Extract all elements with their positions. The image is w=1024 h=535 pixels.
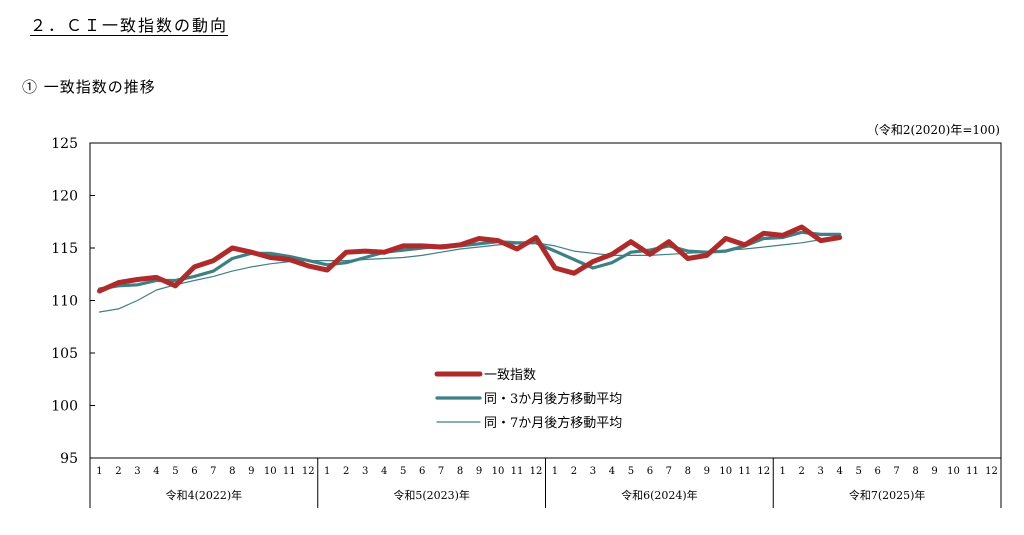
year-group-label: 令和6(2024)年 <box>621 488 698 502</box>
x-tick-label: 3 <box>134 466 140 477</box>
x-tick-label: 8 <box>685 466 691 477</box>
x-tick-label: 5 <box>628 466 634 477</box>
year-group-label: 令和5(2023)年 <box>393 488 470 502</box>
y-tick-label: 105 <box>51 346 78 362</box>
x-tick-label: 8 <box>457 466 463 477</box>
x-tick-label: 9 <box>248 466 254 477</box>
y-tick-label: 125 <box>51 136 78 152</box>
x-tick-label: 12 <box>302 466 315 477</box>
x-tick-label: 6 <box>191 466 197 477</box>
x-tick-label: 9 <box>476 466 482 477</box>
x-tick-label: 10 <box>492 466 505 477</box>
x-tick-label: 7 <box>210 466 216 477</box>
x-tick-label: 8 <box>229 466 235 477</box>
x-tick-label: 12 <box>530 466 543 477</box>
x-tick-label: 2 <box>571 466 577 477</box>
legend-label: 同・3か月後方移動平均 <box>484 391 622 407</box>
x-tick-label: 4 <box>381 466 387 477</box>
x-tick-label: 6 <box>647 466 653 477</box>
x-tick-label: 10 <box>947 466 960 477</box>
x-tick-label: 11 <box>738 466 751 477</box>
unit-note: （令和2(2020)年=100) <box>867 122 1000 137</box>
x-tick-label: 9 <box>704 466 710 477</box>
x-tick-label: 4 <box>836 466 842 477</box>
x-tick-label: 4 <box>609 466 615 477</box>
x-tick-label: 2 <box>115 466 121 477</box>
x-tick-label: 7 <box>893 466 899 477</box>
chart-subtitle: ① 一致指数の推移 <box>22 78 156 96</box>
y-tick-label: 95 <box>60 451 78 467</box>
year-group-label: 令和4(2022)年 <box>166 488 243 502</box>
x-tick-label: 1 <box>324 466 330 477</box>
x-tick-label: 7 <box>666 466 672 477</box>
x-tick-label: 4 <box>153 466 159 477</box>
y-tick-label: 100 <box>51 399 78 415</box>
x-tick-label: 3 <box>818 466 824 477</box>
x-tick-label: 9 <box>931 466 937 477</box>
x-tick-label: 12 <box>985 466 998 477</box>
y-tick-label: 110 <box>51 294 78 310</box>
moving-average-3m-line <box>97 230 842 291</box>
x-tick-label: 5 <box>400 466 406 477</box>
plot-area-frame <box>89 142 1002 459</box>
x-tick-label: 2 <box>799 466 805 477</box>
x-tick-label: 10 <box>264 466 277 477</box>
x-tick-label: 8 <box>912 466 918 477</box>
x-tick-label: 12 <box>757 466 770 477</box>
x-tick-label: 6 <box>874 466 880 477</box>
x-tick-label: 6 <box>419 466 425 477</box>
x-tick-label: 5 <box>172 466 178 477</box>
y-tick-label: 115 <box>51 241 78 257</box>
x-tick-label: 7 <box>438 466 444 477</box>
x-tick-label: 5 <box>855 466 861 477</box>
section-title: ２．ＣＩ一致指数の動向 <box>30 16 229 35</box>
coincident-index-line <box>97 224 843 294</box>
x-tick-label: 3 <box>362 466 368 477</box>
y-tick-label: 120 <box>51 189 78 205</box>
x-tick-label: 11 <box>511 466 524 477</box>
year-group-label: 令和7(2025)年 <box>849 488 926 502</box>
legend-label: 同・7か月後方移動平均 <box>484 415 622 431</box>
x-tick-label: 11 <box>966 466 979 477</box>
x-tick-label: 1 <box>552 466 558 477</box>
x-tick-label: 1 <box>96 466 102 477</box>
x-tick-label: 11 <box>283 466 296 477</box>
x-tick-label: 2 <box>343 466 349 477</box>
x-tick-label: 3 <box>590 466 596 477</box>
x-tick-label: 10 <box>719 466 732 477</box>
x-tick-label: 1 <box>780 466 786 477</box>
legend-label: 一致指数 <box>484 368 536 383</box>
